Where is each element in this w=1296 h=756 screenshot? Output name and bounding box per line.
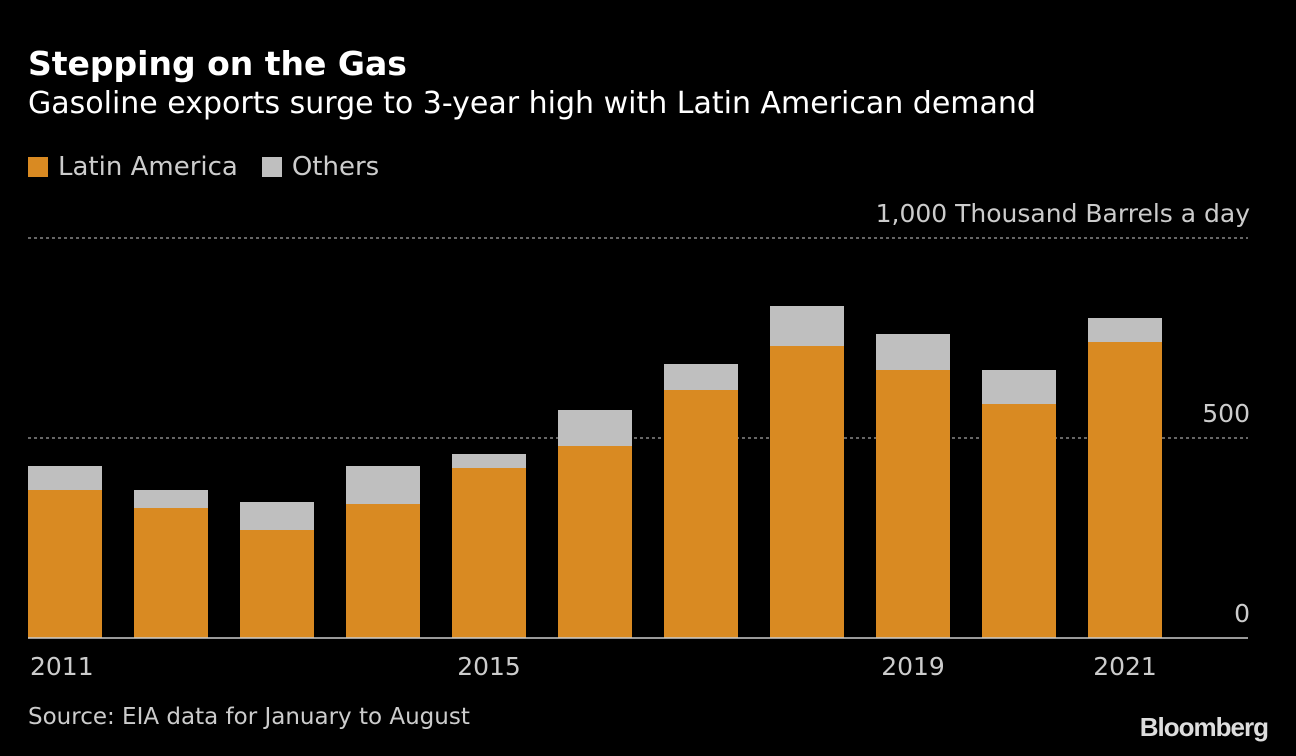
bar-others-2012 <box>134 490 208 508</box>
bar-latin-america-2018 <box>770 346 844 638</box>
bar-others-2019 <box>876 334 950 370</box>
x-tick-label: 2011 <box>30 652 94 681</box>
bar-others-2018 <box>770 306 844 346</box>
bar-others-2013 <box>240 502 314 530</box>
bar-latin-america-2020 <box>982 404 1056 638</box>
bar-latin-america-2016 <box>558 446 632 638</box>
bar-others-2014 <box>346 466 420 504</box>
legend-item-latin-america: Latin America <box>28 152 238 182</box>
bar-latin-america-2015 <box>452 468 526 638</box>
x-tick-label: 2015 <box>457 652 521 681</box>
bar-latin-america-2014 <box>346 504 420 638</box>
chart-title: Stepping on the Gas <box>28 44 407 83</box>
y-tick-label: 1,000 Thousand Barrels a day <box>876 199 1251 228</box>
legend: Latin America Others <box>28 152 403 182</box>
bloomberg-logo: Bloomberg <box>1139 712 1269 742</box>
bar-latin-america-2021 <box>1088 342 1162 638</box>
legend-label: Others <box>291 152 380 182</box>
bar-latin-america-2017 <box>664 390 738 638</box>
x-tick-label: 2019 <box>881 652 945 681</box>
bar-others-2016 <box>558 410 632 446</box>
legend-swatch <box>28 157 48 177</box>
source-note: Source: EIA data for January to August <box>28 704 470 730</box>
legend-swatch <box>261 157 282 177</box>
chart-subtitle: Gasoline exports surge to 3-year high wi… <box>28 86 1036 121</box>
bar-latin-america-2011 <box>28 490 102 638</box>
bar-others-2020 <box>982 370 1056 404</box>
bar-others-2021 <box>1088 318 1162 342</box>
x-tick-label: 2021 <box>1093 652 1157 681</box>
legend-item-others: Others <box>261 152 380 182</box>
bar-others-2015 <box>452 454 526 468</box>
bar-others-2017 <box>664 364 738 390</box>
bar-latin-america-2012 <box>134 508 208 638</box>
bar-latin-america-2019 <box>876 370 950 638</box>
y-tick-label: 0 <box>1234 599 1250 628</box>
bar-latin-america-2013 <box>240 530 314 638</box>
y-tick-label: 500 <box>1202 399 1250 428</box>
bar-others-2011 <box>28 466 102 490</box>
legend-label: Latin America <box>58 152 238 182</box>
